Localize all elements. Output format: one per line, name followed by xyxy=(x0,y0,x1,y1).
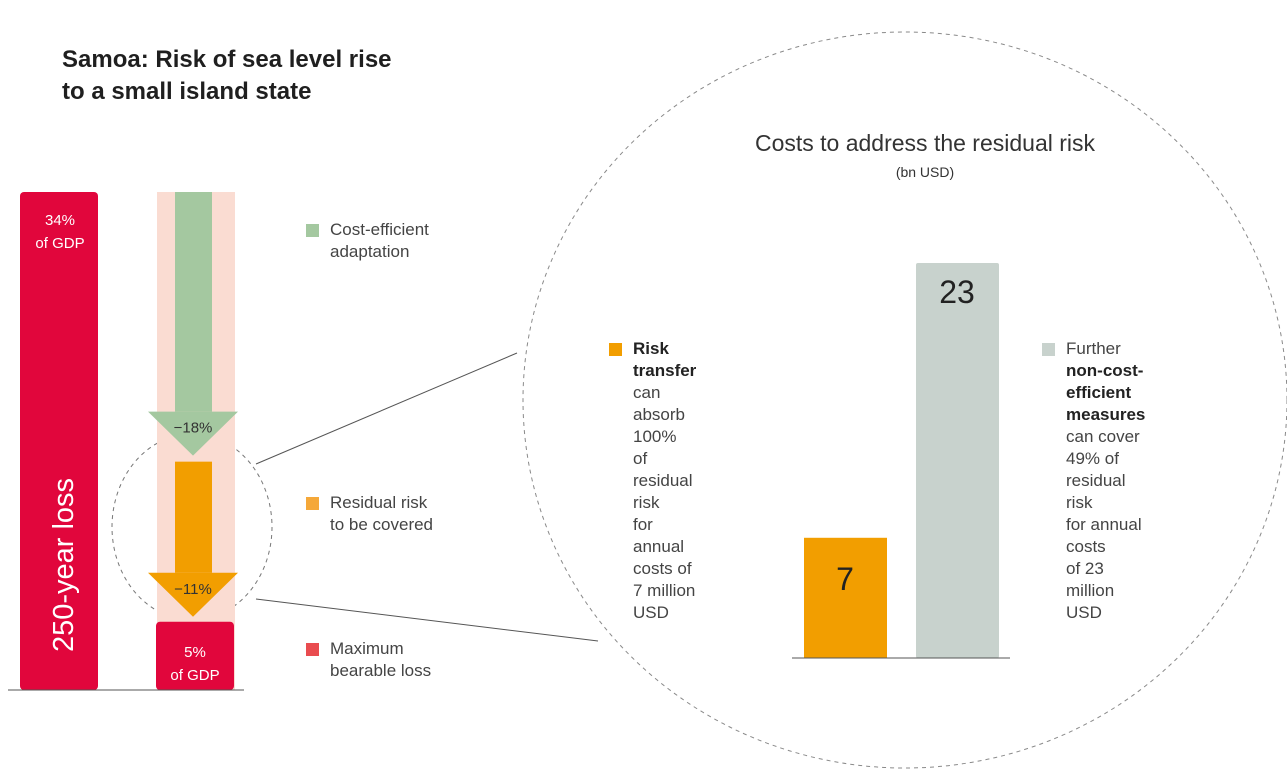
bar-risk-transfer xyxy=(804,537,887,658)
connector-line-top xyxy=(255,352,518,465)
note-swatch-further-measures xyxy=(1042,343,1055,356)
max-loss-unit-label: of GDP xyxy=(170,667,219,684)
adaptation-arrow-head xyxy=(148,411,238,456)
page-title: Samoa: Risk of sea level rise to a small… xyxy=(62,44,392,108)
cost-chart-subtitle: (bn USD) xyxy=(896,164,954,180)
note-further-line-4: 49% of residual risk xyxy=(1066,449,1126,512)
bar-risk-transfer-value: 7 xyxy=(836,561,854,597)
zoom-circle-large xyxy=(522,31,1287,769)
legend-residual-line-1: Residual risk xyxy=(330,493,428,512)
page-title-line-1: Samoa: Risk of sea level rise xyxy=(62,46,392,73)
bar-further-measures xyxy=(916,263,999,658)
legend-adaptation-line-1: Cost-efficient xyxy=(330,220,429,239)
note-further-line-2: non-cost-efficient xyxy=(1066,361,1144,402)
page-title-line-2: to a small island state xyxy=(62,78,312,105)
max-loss-value-label: 5% xyxy=(184,644,206,661)
note-risk-transfer-line-3: for annual costs of xyxy=(633,515,692,578)
legend-residual-line-2: to be covered xyxy=(330,515,434,534)
legend-swatch-max-loss xyxy=(306,643,319,656)
note-risk-transfer-line-2: of residual risk xyxy=(633,449,693,512)
cost-chart-title: Costs to address the residual risk xyxy=(755,130,1096,156)
loss-bar-unit-label: of GDP xyxy=(35,235,84,252)
note-further-line-5: for annual costs xyxy=(1066,515,1142,556)
residual-change-label: −11% xyxy=(174,581,212,598)
loss-bar-250-year xyxy=(20,192,98,690)
note-risk-transfer-heading: Risk transfer xyxy=(633,339,697,380)
note-risk-transfer-line-4: 7 million USD xyxy=(633,581,696,622)
note-swatch-risk-transfer xyxy=(609,343,622,356)
zoom-circle-small xyxy=(111,433,273,621)
residual-arrow-head xyxy=(148,572,238,617)
note-further-line-3: measures can cover xyxy=(1066,405,1146,446)
max-loss-bar xyxy=(156,621,234,690)
loss-bar-value-label: 34% xyxy=(45,212,75,229)
bar-further-measures-value: 23 xyxy=(939,274,975,310)
legend-max-loss-line-2: bearable loss xyxy=(330,661,432,680)
connector-line-bottom xyxy=(255,598,599,642)
note-further-line-1: Further xyxy=(1066,339,1121,358)
adaptation-arrow-shaft xyxy=(175,192,212,412)
legend-swatch-adaptation xyxy=(306,224,319,237)
note-risk-transfer-line-1: can absorb 100% xyxy=(633,383,685,446)
legend-max-loss-line-1: Maximum xyxy=(330,639,404,658)
residual-arrow-shaft xyxy=(175,461,212,573)
adaptation-change-label: −18% xyxy=(174,420,213,437)
legend-swatch-residual xyxy=(306,497,319,510)
note-further-line-6: of 23 million USD xyxy=(1066,559,1115,622)
legend-adaptation-line-2: adaptation xyxy=(330,242,410,261)
loss-bar-category-label: 250-year loss xyxy=(48,478,80,652)
